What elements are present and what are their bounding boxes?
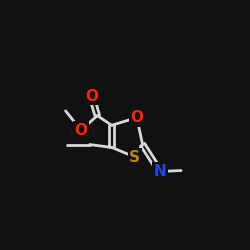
Text: S: S <box>129 150 140 164</box>
Text: O: O <box>130 110 143 125</box>
Text: O: O <box>74 122 88 138</box>
Text: N: N <box>154 164 166 179</box>
Text: O: O <box>85 89 98 104</box>
